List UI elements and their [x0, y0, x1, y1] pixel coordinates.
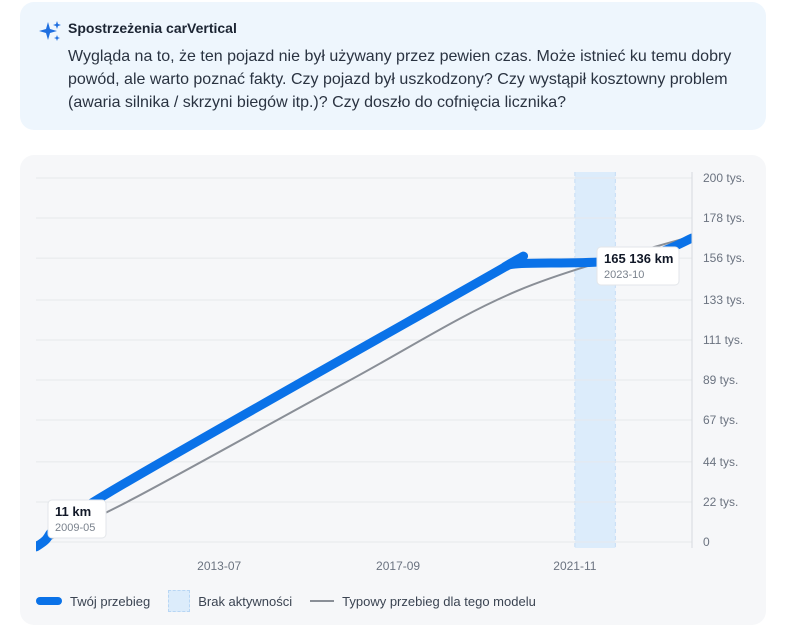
- legend-label-mileage: Twój przebieg: [70, 593, 151, 609]
- y-tick-label: 156 tys.: [703, 251, 745, 265]
- legend-item-typical: Typowy przebieg dla tego modelu: [310, 594, 536, 609]
- y-tick-label: 0: [703, 535, 710, 549]
- y-tick-label: 111 tys.: [703, 333, 743, 347]
- legend: Twój przebieg Brak aktywności Typowy prz…: [36, 590, 554, 612]
- y-tick-label: 133 tys.: [703, 293, 745, 307]
- chart-card: [20, 155, 766, 625]
- legend-item-inactive: Brak aktywności: [168, 590, 292, 612]
- insight-title: Spostrzeżenia carVertical: [68, 20, 237, 36]
- series-line-typical: [36, 235, 692, 547]
- legend-swatch-typical: [310, 600, 335, 602]
- legend-label-inactive: Brak aktywności: [198, 593, 293, 609]
- x-tick-label: 2017-09: [376, 559, 420, 573]
- y-tick-label: 22 tys.: [703, 495, 738, 509]
- legend-item-mileage: Twój przebieg: [36, 594, 150, 609]
- y-tick-label: 44 tys.: [703, 455, 738, 469]
- insight-text: Wygląda na to, że ten pojazd nie był uży…: [68, 48, 732, 111]
- annotation-box: [596, 246, 680, 286]
- y-tick-label: 200 tys.: [703, 171, 745, 185]
- y-tick-label: 178 tys.: [703, 211, 745, 225]
- annotation-date: 2009-05: [55, 522, 95, 534]
- x-tick-label: 2021-11: [553, 559, 596, 573]
- inactive-band: [574, 172, 616, 548]
- legend-swatch-mileage: [36, 597, 62, 605]
- legend-swatch-inactive: [168, 590, 191, 612]
- annotation-date: 2023-10: [604, 269, 644, 281]
- annotation-box: [47, 499, 107, 539]
- x-tick-label: 2013-07: [197, 559, 241, 573]
- y-tick-label: 67 tys.: [703, 413, 738, 427]
- insight-panel: Spostrzeżenia carVertical Wygląda na to,…: [20, 2, 766, 130]
- annotation-value: 11 km: [55, 504, 91, 519]
- y-tick-label: 89 tys.: [703, 373, 738, 387]
- annotation-value: 165 136 km: [604, 251, 673, 266]
- sparkle-icon: [39, 21, 61, 41]
- legend-label-typical: Typowy przebieg dla tego modelu: [342, 593, 536, 609]
